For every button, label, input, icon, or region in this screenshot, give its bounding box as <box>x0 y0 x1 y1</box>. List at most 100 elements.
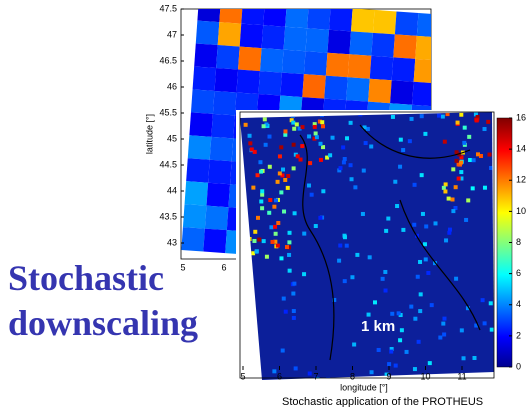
cell <box>194 43 218 68</box>
cell <box>252 238 257 243</box>
cell <box>321 189 326 194</box>
x-tick-label: 7 <box>313 371 318 381</box>
cell <box>272 204 277 209</box>
cell <box>401 227 406 232</box>
cell <box>412 81 431 107</box>
cell <box>239 23 264 49</box>
cell <box>413 316 418 321</box>
colorbar-label: 14 <box>516 144 526 154</box>
cell <box>307 183 312 188</box>
cell <box>459 160 464 165</box>
cell <box>419 114 424 119</box>
cell <box>423 257 428 262</box>
cell <box>283 177 288 182</box>
cell <box>257 237 262 242</box>
cell <box>418 292 423 297</box>
cell <box>351 9 375 33</box>
cell <box>466 198 471 203</box>
cell <box>320 120 325 125</box>
x-tick-label: 6 <box>221 262 226 272</box>
cell <box>416 339 421 344</box>
cell <box>279 256 284 261</box>
cell <box>419 173 424 178</box>
cell <box>260 206 265 211</box>
cell <box>455 120 460 125</box>
cell <box>383 269 388 274</box>
cell <box>440 114 445 119</box>
cell <box>251 185 256 190</box>
cell <box>398 164 403 169</box>
cell <box>355 252 360 257</box>
cell <box>291 309 296 314</box>
cell <box>313 224 318 229</box>
cell <box>309 192 314 197</box>
cell <box>268 198 273 203</box>
cell <box>372 9 397 35</box>
cell <box>441 321 446 326</box>
front-frame <box>239 111 495 379</box>
cell <box>459 176 464 181</box>
y-tick-label: 44 <box>167 185 177 195</box>
cell <box>415 274 420 279</box>
cell <box>280 173 285 178</box>
y-tick-label: 43.5 <box>159 211 177 221</box>
cell <box>365 126 370 131</box>
cell <box>300 125 305 130</box>
cell <box>302 272 307 277</box>
cell <box>457 152 462 157</box>
cell <box>399 328 404 333</box>
x-tick-label: 8 <box>350 371 355 381</box>
cell <box>472 356 477 361</box>
cell <box>409 116 414 121</box>
cell <box>415 35 431 61</box>
colorbar-label: 6 <box>516 268 521 278</box>
colorbar-label: 0 <box>516 361 521 371</box>
cell <box>468 158 473 163</box>
y-tick-label: 47 <box>167 29 177 39</box>
cell <box>416 12 431 38</box>
cell <box>470 186 475 191</box>
cell <box>369 55 394 81</box>
cell <box>366 312 371 317</box>
cell <box>352 342 357 347</box>
x-tick-label: 10 <box>420 371 430 381</box>
cell <box>487 152 492 157</box>
cell <box>292 281 297 286</box>
cell <box>283 132 288 137</box>
cell <box>187 135 212 160</box>
colorbar-label: 12 <box>516 175 526 185</box>
cell <box>349 31 373 56</box>
cell <box>353 185 358 190</box>
borders <box>299 124 481 361</box>
cell <box>443 189 448 194</box>
cell <box>453 185 458 190</box>
cell <box>298 157 303 162</box>
y-tick-label: 47.5 <box>159 3 177 13</box>
cell <box>456 176 461 181</box>
cell <box>442 316 447 321</box>
cell <box>384 372 389 377</box>
colorbar-label: 2 <box>516 330 521 340</box>
cell <box>289 118 294 123</box>
cell <box>451 167 456 172</box>
cell <box>423 131 428 136</box>
cell <box>369 370 374 375</box>
cell <box>206 182 231 208</box>
cell <box>279 145 284 150</box>
cell <box>438 335 443 340</box>
cell <box>297 126 302 131</box>
cell <box>305 28 330 53</box>
cell <box>393 363 398 368</box>
title-line: downscaling <box>8 303 198 343</box>
cell <box>267 164 272 169</box>
cell <box>302 74 326 99</box>
cell <box>286 174 291 179</box>
cell <box>398 338 403 343</box>
cell <box>260 189 265 194</box>
cell <box>465 306 470 311</box>
colorbar-label: 16 <box>516 112 526 122</box>
cell <box>462 125 467 130</box>
cell <box>261 239 266 244</box>
cell <box>312 124 317 129</box>
cell <box>451 209 456 214</box>
